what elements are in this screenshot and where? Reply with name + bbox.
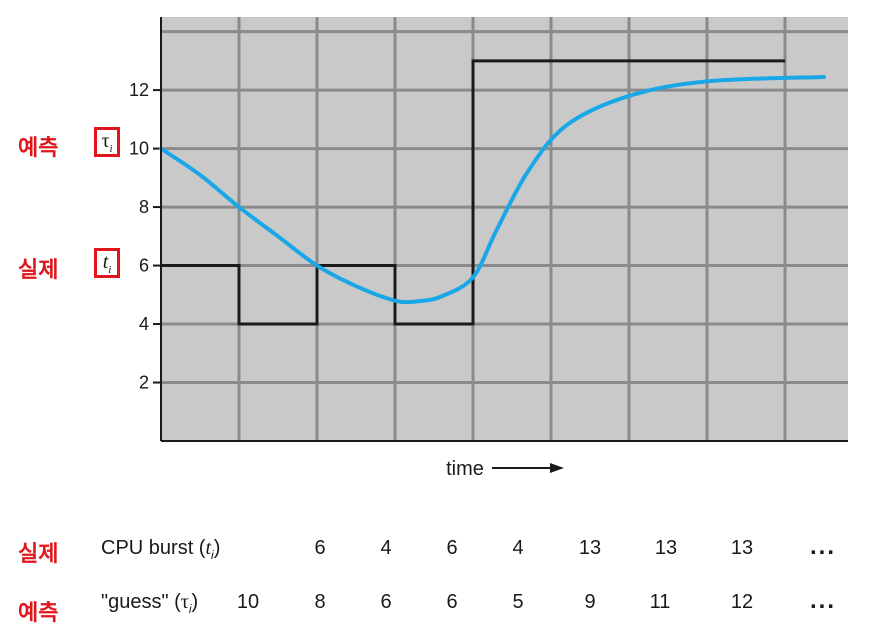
actual-value-cell: 4	[512, 537, 524, 559]
actual-row-symbol: t	[205, 537, 212, 559]
tau-symbol: τ	[101, 130, 110, 152]
guess-value-cell: 6	[446, 591, 458, 613]
guess-row-suffix: )	[191, 591, 199, 613]
guess-value-cell: 12	[730, 591, 754, 613]
guess-value-cell: 5	[512, 591, 524, 613]
actual-row-suffix: )	[213, 537, 221, 559]
actual-value-cell: 13	[654, 537, 678, 559]
actual-row-subscript: i	[211, 548, 214, 562]
y-tick-label: 6	[139, 256, 149, 276]
tau-symbol-box: τi	[94, 127, 120, 157]
guess-value-cell: 6	[380, 591, 392, 613]
series-group	[159, 59, 826, 326]
guess-row-name: "guess" (τi)	[101, 591, 198, 616]
y-tick-label: 2	[139, 373, 149, 393]
burst-prediction-chart: 2 4 6 8 10 12 time	[129, 17, 848, 480]
y-tick-label: 10	[129, 139, 149, 159]
y-tick-label: 12	[129, 80, 149, 100]
guess-row-subscript: i	[188, 602, 192, 616]
actual-label-korean: 실제	[18, 258, 59, 283]
t-symbol: t	[102, 251, 109, 273]
actual-value-cell: 13	[578, 537, 602, 559]
actual-value-cell: 13	[730, 537, 754, 559]
guess-smooth-curve	[159, 74, 826, 305]
actual-value-cell: 4	[380, 537, 392, 559]
guess-value-cell: 10	[236, 591, 260, 613]
guess-row-ellipsis: ...	[810, 587, 837, 614]
guess-row-symbol: τ	[180, 591, 189, 613]
t-symbol-box: ti	[94, 248, 120, 278]
actual-value-cell: 6	[446, 537, 458, 559]
y-axis-ticks: 2 4 6 8 10 12	[129, 80, 161, 393]
cpu-burst-step-line	[161, 59, 785, 326]
t-subscript: i	[108, 264, 112, 276]
plot-background	[161, 17, 848, 441]
guess-value-cell: 11	[649, 591, 671, 613]
y-tick-label: 4	[139, 314, 149, 334]
actual-row-name: CPU burst (ti)	[101, 537, 220, 562]
guess-value-cell: 8	[314, 591, 326, 613]
x-axis-label: time	[446, 458, 484, 480]
tau-subscript: i	[109, 143, 113, 155]
actual-value-cell: 6	[314, 537, 326, 559]
guess-row-prefix: "guess" (	[101, 591, 181, 613]
guess-row-label-korean: 예측	[18, 601, 59, 626]
time-arrow-head	[550, 463, 564, 473]
actual-row-label-korean: 실제	[18, 542, 59, 567]
actual-row-ellipsis: ...	[810, 533, 837, 560]
predict-label-korean: 예측	[18, 136, 59, 161]
y-tick-label: 8	[139, 197, 149, 217]
actual-row-prefix: CPU burst (	[101, 537, 206, 559]
guess-value-cell: 9	[584, 591, 596, 613]
grid-lines	[161, 17, 848, 441]
